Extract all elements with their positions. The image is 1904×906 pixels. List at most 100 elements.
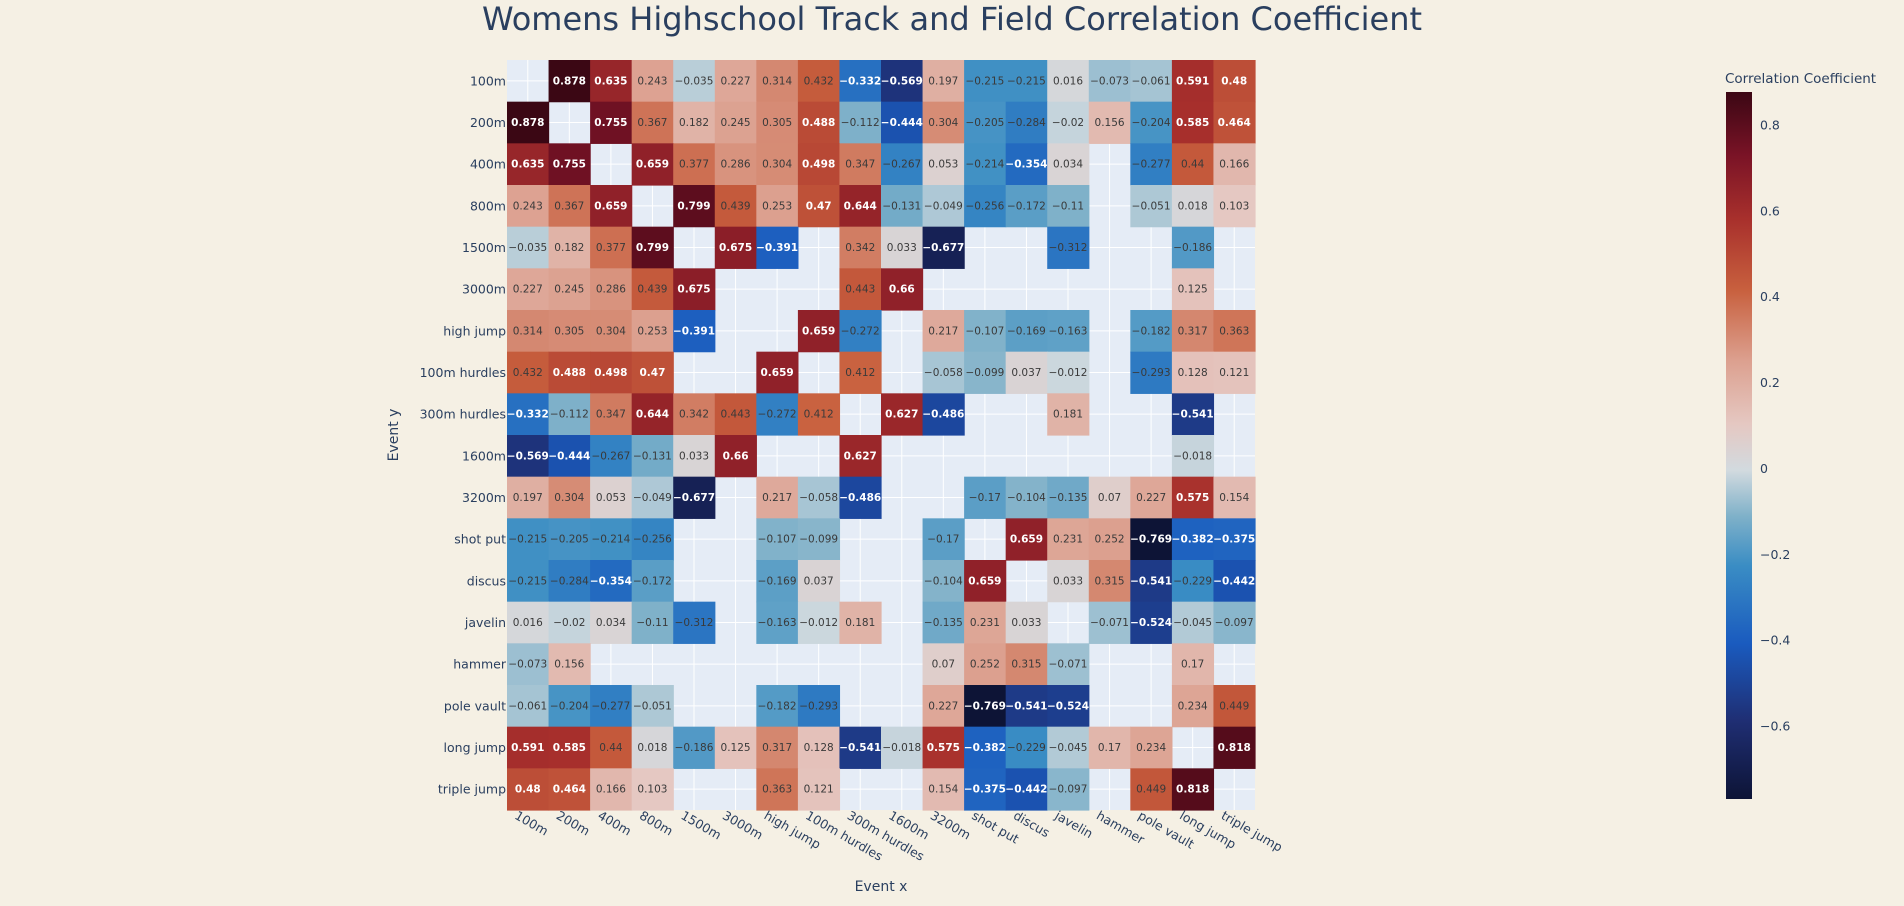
heatmap-cell[interactable]	[507, 185, 550, 228]
heatmap-cell[interactable]	[1088, 726, 1131, 769]
heatmap-cell[interactable]	[507, 768, 550, 811]
heatmap-cell[interactable]	[590, 310, 633, 353]
heatmap-cell[interactable]	[922, 393, 965, 436]
heatmap-cell[interactable]	[797, 310, 841, 353]
heatmap-cell[interactable]	[922, 560, 965, 603]
heatmap-cell[interactable]	[673, 601, 716, 644]
heatmap-cell[interactable]	[1171, 268, 1215, 311]
heatmap-cell[interactable]	[714, 185, 757, 228]
heatmap-cell[interactable]	[1088, 476, 1131, 519]
heatmap-cell[interactable]	[964, 601, 1007, 644]
heatmap-cell[interactable]	[839, 601, 882, 644]
heatmap-cell[interactable]	[1171, 643, 1215, 686]
heatmap-cell[interactable]	[922, 685, 965, 728]
heatmap-cell[interactable]	[590, 726, 633, 769]
heatmap-cell[interactable]	[797, 685, 841, 728]
heatmap-cell[interactable]	[1088, 601, 1131, 644]
heatmap-cell[interactable]	[631, 435, 674, 478]
heatmap-cell[interactable]	[922, 101, 965, 144]
heatmap-cell[interactable]	[631, 476, 674, 519]
heatmap-cell[interactable]	[881, 143, 924, 186]
heatmap-cell[interactable]	[964, 60, 1007, 103]
heatmap-cell[interactable]	[839, 185, 882, 228]
heatmap-cell[interactable]	[922, 60, 965, 103]
heatmap-cell[interactable]	[548, 685, 591, 728]
heatmap-cell[interactable]	[631, 310, 674, 353]
heatmap-cell[interactable]	[1005, 768, 1048, 811]
heatmap-cell[interactable]	[797, 101, 841, 144]
heatmap-cell[interactable]	[839, 143, 882, 186]
heatmap-cell[interactable]	[839, 60, 882, 103]
heatmap-cell[interactable]	[673, 435, 716, 478]
heatmap-cell[interactable]	[548, 310, 591, 353]
heatmap-cell[interactable]	[797, 768, 841, 811]
heatmap-cell[interactable]	[922, 768, 965, 811]
heatmap-cell[interactable]	[1047, 685, 1090, 728]
heatmap-cell[interactable]	[797, 560, 841, 603]
heatmap-cell[interactable]	[631, 60, 674, 103]
heatmap-cell[interactable]	[1171, 601, 1215, 644]
heatmap-cell[interactable]	[714, 143, 757, 186]
heatmap-cell[interactable]	[1130, 310, 1173, 353]
heatmap-cell[interactable]	[507, 435, 550, 478]
heatmap-cell[interactable]	[1088, 518, 1131, 561]
heatmap-cell[interactable]	[1130, 351, 1173, 394]
heatmap-cell[interactable]	[631, 601, 674, 644]
heatmap-cell[interactable]	[797, 601, 841, 644]
heatmap-cell[interactable]	[756, 518, 799, 561]
heatmap-cell[interactable]	[1213, 185, 1256, 228]
heatmap-cell[interactable]	[507, 310, 550, 353]
heatmap-cell[interactable]	[548, 643, 591, 686]
heatmap-cell[interactable]	[756, 393, 799, 436]
heatmap-cell[interactable]	[507, 518, 550, 561]
heatmap-cell[interactable]	[1171, 435, 1215, 478]
heatmap-cell[interactable]	[590, 60, 633, 103]
heatmap-cell[interactable]	[507, 393, 550, 436]
heatmap-cell[interactable]	[507, 101, 550, 144]
heatmap-cell[interactable]	[1005, 643, 1048, 686]
heatmap-cell[interactable]	[1047, 560, 1090, 603]
heatmap-cell[interactable]	[756, 476, 799, 519]
heatmap-cell[interactable]	[590, 518, 633, 561]
heatmap-cell[interactable]	[964, 560, 1007, 603]
heatmap-cell[interactable]	[839, 435, 882, 478]
heatmap-cell[interactable]	[1171, 185, 1215, 228]
heatmap-cell[interactable]	[1047, 768, 1090, 811]
heatmap-cell[interactable]	[548, 435, 591, 478]
heatmap-cell[interactable]	[1005, 351, 1048, 394]
heatmap-cell[interactable]	[1171, 393, 1215, 436]
heatmap-cell[interactable]	[756, 768, 799, 811]
heatmap-cell[interactable]	[673, 185, 716, 228]
heatmap-cell[interactable]	[548, 351, 591, 394]
heatmap-cell[interactable]	[922, 643, 965, 686]
heatmap-cell[interactable]	[1213, 351, 1256, 394]
heatmap-cell[interactable]	[1088, 60, 1131, 103]
heatmap-cell[interactable]	[756, 101, 799, 144]
heatmap-cell[interactable]	[756, 60, 799, 103]
heatmap-cell[interactable]	[548, 268, 591, 311]
heatmap-cell[interactable]	[1171, 768, 1215, 811]
heatmap-cell[interactable]	[881, 101, 924, 144]
heatmap-cell[interactable]	[756, 185, 799, 228]
heatmap-cell[interactable]	[507, 476, 550, 519]
heatmap-cell[interactable]	[1130, 518, 1173, 561]
heatmap-cell[interactable]	[1130, 101, 1173, 144]
heatmap-cell[interactable]	[1005, 601, 1048, 644]
heatmap-cell[interactable]	[1047, 185, 1090, 228]
heatmap-cell[interactable]	[714, 60, 757, 103]
heatmap-cell[interactable]	[756, 685, 799, 728]
heatmap-cell[interactable]	[756, 143, 799, 186]
heatmap-cell[interactable]	[922, 310, 965, 353]
heatmap-cell[interactable]	[1130, 143, 1173, 186]
heatmap-cell[interactable]	[839, 226, 882, 269]
heatmap-cell[interactable]	[964, 351, 1007, 394]
heatmap-cell[interactable]	[714, 435, 757, 478]
heatmap-cell[interactable]	[797, 393, 841, 436]
heatmap-cell[interactable]	[964, 310, 1007, 353]
heatmap-cell[interactable]	[1005, 518, 1048, 561]
heatmap-cell[interactable]	[1047, 101, 1090, 144]
heatmap-cell[interactable]	[673, 143, 716, 186]
heatmap-cell[interactable]	[756, 226, 799, 269]
heatmap-cell[interactable]	[1047, 518, 1090, 561]
heatmap-cell[interactable]	[1213, 518, 1256, 561]
